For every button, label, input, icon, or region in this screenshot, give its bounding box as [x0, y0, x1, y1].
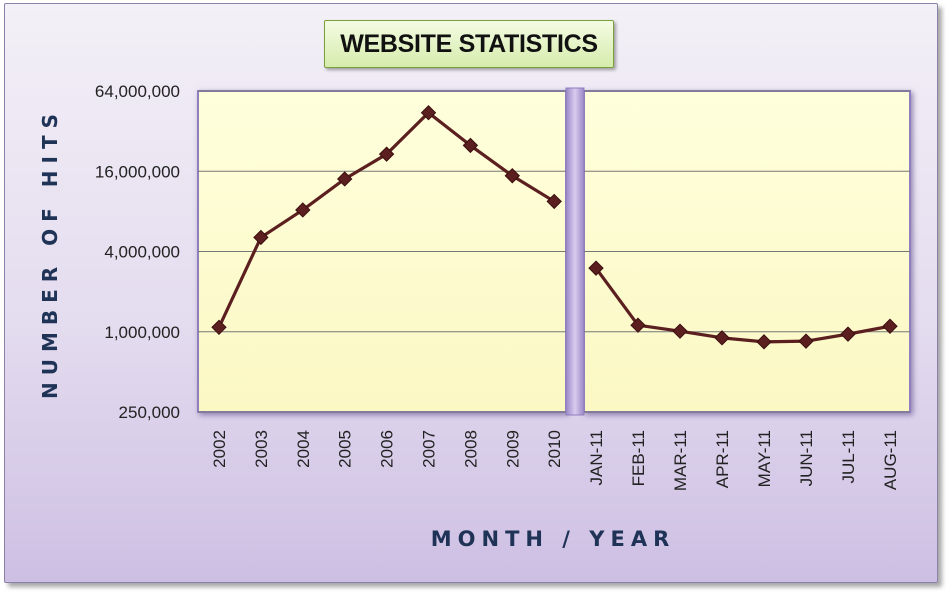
y-tick-label: 250,000: [119, 403, 180, 422]
data-point: [630, 317, 646, 333]
series-line-monthly: [594, 267, 891, 344]
data-point: [546, 193, 562, 210]
data-point: [462, 137, 479, 154]
y-tick-label: 16,000,000: [95, 162, 180, 181]
y-tick-label: 4,000,000: [104, 243, 180, 262]
x-tick-label: JUN-11: [797, 430, 816, 486]
data-point: [336, 171, 353, 187]
x-tick-label: JAN-11: [587, 430, 606, 485]
data-point: [672, 323, 688, 339]
data-point: [211, 319, 227, 336]
x-tick-label: 2010: [545, 430, 564, 468]
x-tick-label: FEB-11: [629, 430, 648, 486]
data-point: [295, 202, 311, 218]
x-tick-label: 2002: [210, 430, 229, 468]
x-tick-label: MAY-11: [755, 430, 774, 487]
x-tick-label: APR-11: [713, 430, 732, 488]
chart-title: WEBSITE STATISTICS: [340, 29, 598, 58]
x-axis-label: MONTH / YEAR: [430, 527, 676, 551]
x-tick-label: 2003: [252, 430, 271, 468]
x-tick-label: 2009: [503, 430, 522, 468]
data-point: [840, 326, 856, 342]
x-tick-label: 2008: [461, 430, 480, 468]
chart-title-box: WEBSITE STATISTICS: [324, 20, 614, 68]
x-tick-label: JUL-11: [839, 430, 858, 484]
data-point: [882, 318, 898, 334]
x-tick-label: 2005: [336, 430, 355, 468]
data-point: [378, 146, 395, 162]
panel-divider: [565, 87, 585, 416]
y-tick-label: 1,000,000: [104, 323, 180, 342]
y-tick-label: 64,000,000: [95, 82, 180, 101]
data-point: [798, 333, 814, 349]
x-tick-label: MAR-11: [671, 430, 690, 491]
x-tick-label: 2007: [420, 430, 439, 468]
data-point: [714, 330, 730, 346]
data-point: [756, 334, 772, 350]
x-tick-label: AUG-11: [881, 430, 900, 490]
data-point: [588, 260, 604, 276]
data-point: [504, 168, 521, 184]
data-point: [253, 229, 269, 246]
x-tick-label: 2006: [378, 430, 397, 468]
data-point: [420, 104, 437, 121]
x-tick-label: 2004: [294, 430, 313, 468]
